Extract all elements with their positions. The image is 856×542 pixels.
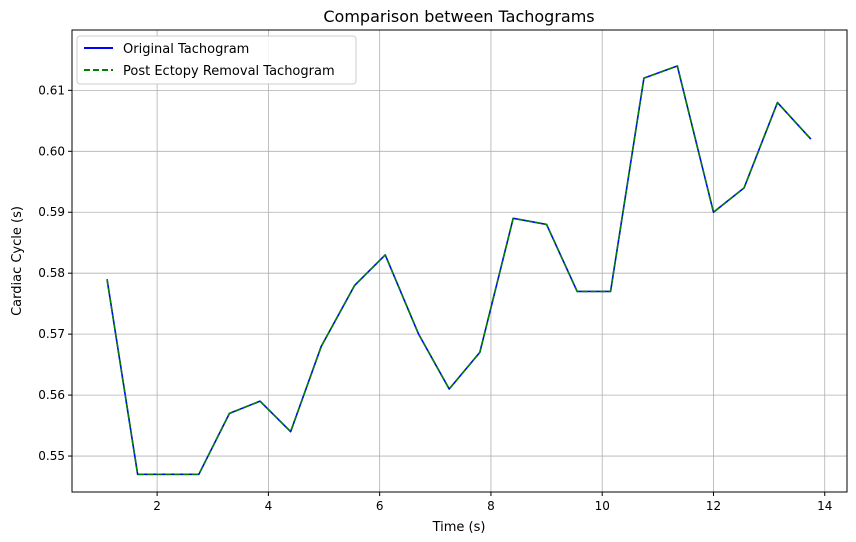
x-tick-label: 2 (153, 499, 161, 513)
series-line-post-ectopy (106, 65, 812, 476)
x-tick-label: 14 (817, 499, 832, 513)
y-tick-label: 0.60 (38, 144, 65, 158)
chart-title: Comparison between Tachograms (323, 7, 594, 26)
y-tick-label: 0.56 (38, 388, 65, 402)
series-line-original (106, 65, 812, 476)
x-tick-label: 12 (706, 499, 721, 513)
y-axis-label: Cardiac Cycle (s) (10, 206, 25, 316)
plot-area-frame (71, 29, 848, 493)
x-tick-label: 10 (595, 499, 610, 513)
legend-label-post-ectopy: Post Ectopy Removal Tachogram (123, 64, 335, 79)
legend: Original Tachogram Post Ectopy Removal T… (76, 35, 357, 85)
y-tick-label: 0.57 (38, 327, 65, 341)
x-axis-label: Time (s) (432, 520, 486, 535)
x-tick-label: 8 (487, 499, 495, 513)
series-lines (106, 65, 812, 476)
x-tick-label: 4 (265, 499, 273, 513)
legend-box (76, 35, 357, 85)
y-tick-label: 0.61 (38, 83, 65, 97)
y-tick-label: 0.55 (38, 449, 65, 463)
grid-lines (72, 30, 847, 492)
y-axis-ticks: 0.55 0.56 0.57 0.58 0.59 0.60 0.61 (38, 83, 72, 463)
y-tick-label: 0.59 (38, 205, 65, 219)
x-tick-label: 6 (376, 499, 384, 513)
y-tick-label: 0.58 (38, 266, 65, 280)
legend-label-original: Original Tachogram (123, 42, 249, 57)
x-axis-ticks: 2 4 6 8 10 12 14 (153, 492, 832, 513)
